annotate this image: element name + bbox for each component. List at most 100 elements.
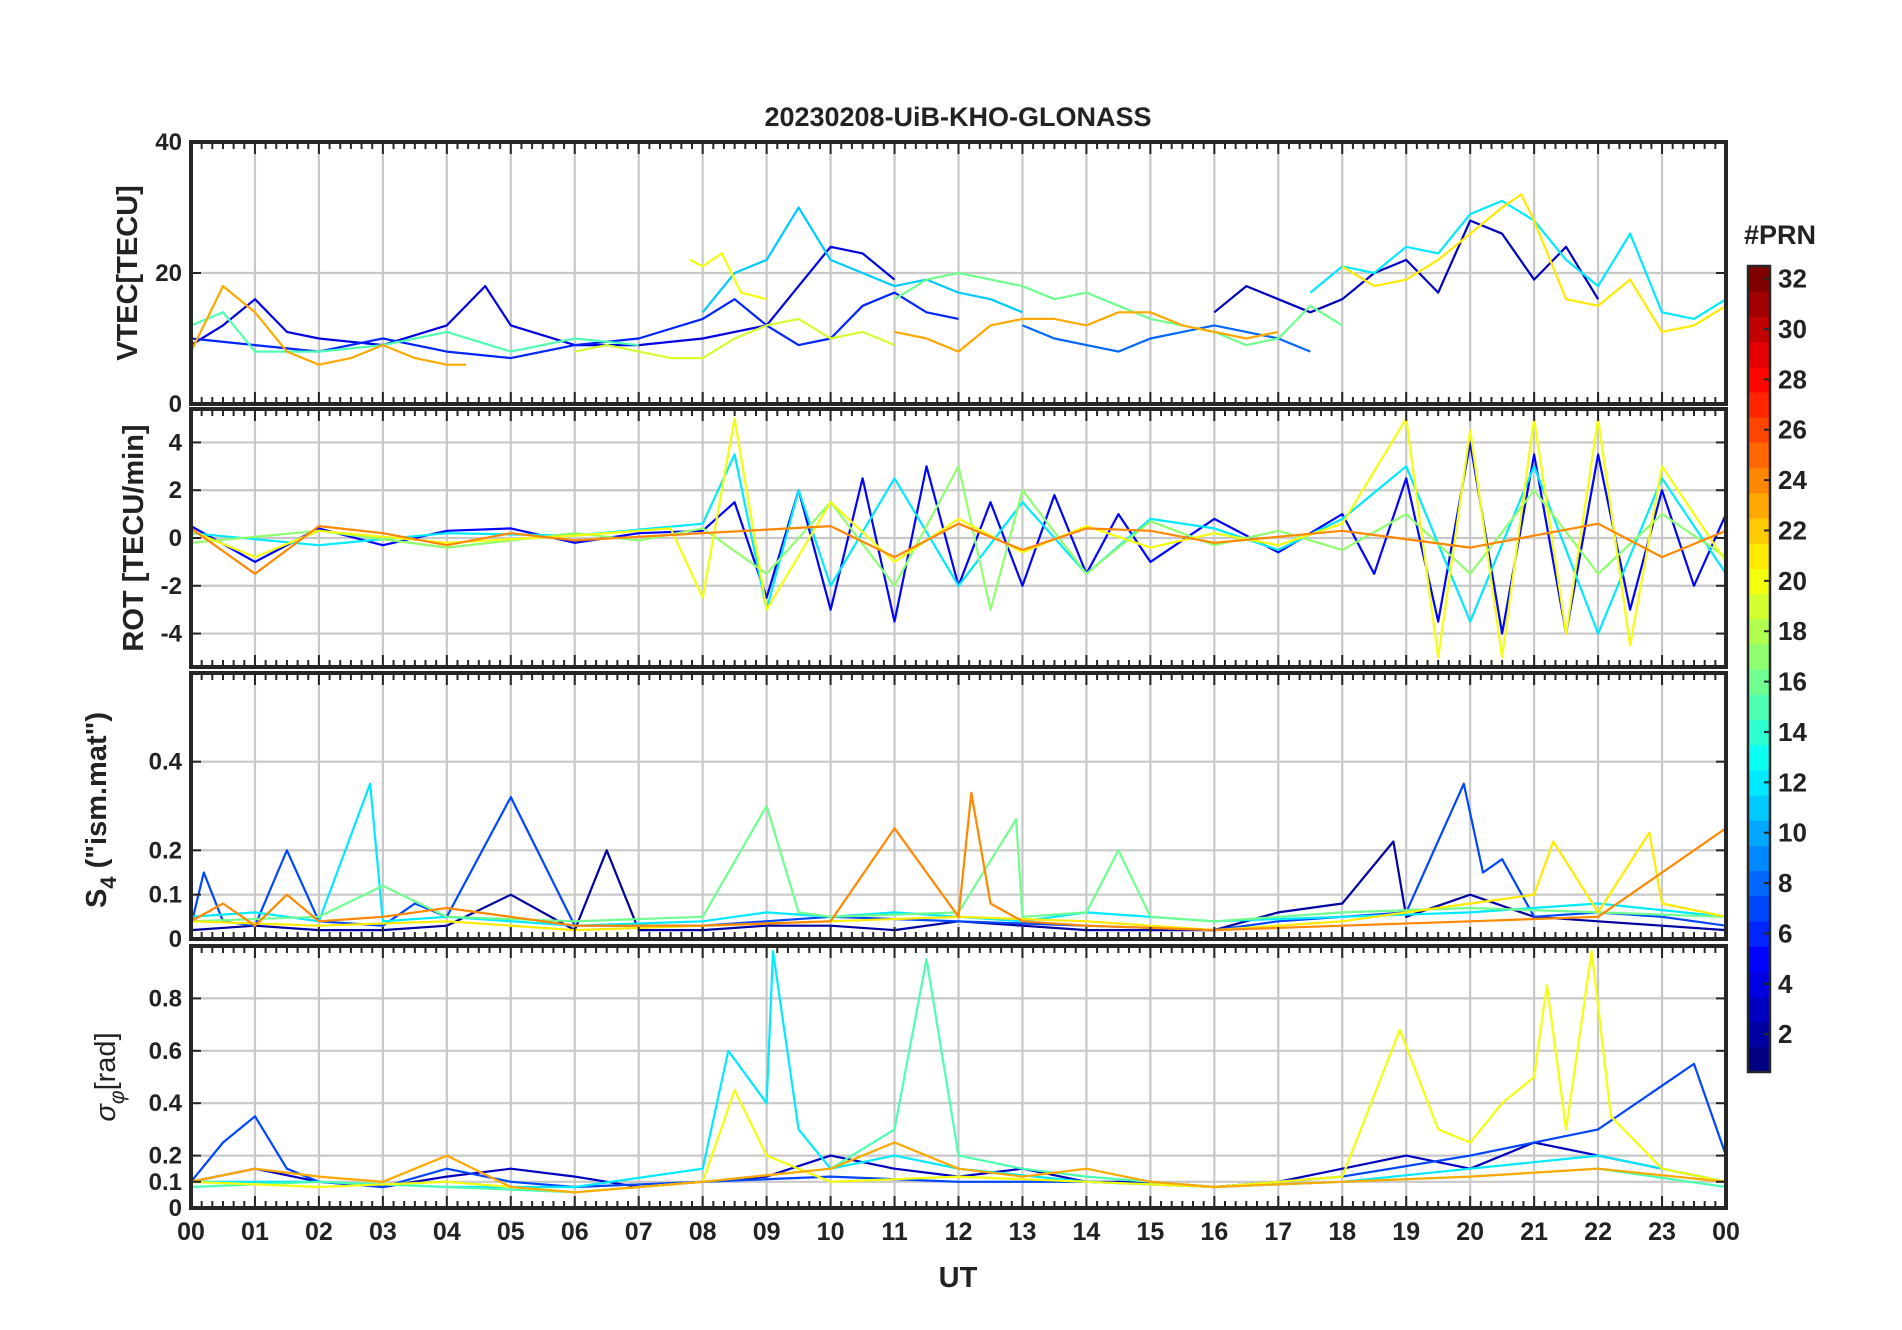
colorbar-segment	[1748, 618, 1770, 645]
rot-series	[191, 417, 1726, 659]
x-tick-label: 09	[753, 1218, 781, 1246]
phase-ytick-label: 0.4	[149, 1090, 183, 1117]
x-tick-label: 21	[1520, 1218, 1548, 1246]
phase-panel: 00.10.2 0.4 0.6 0.8 σφ[rad]	[90, 944, 1728, 1222]
colorbar-segment	[1748, 744, 1770, 771]
colorbar-tick-label: 20	[1778, 566, 1807, 596]
rot-series-prn-20	[191, 417, 1726, 659]
prn-colorbar	[1746, 264, 1772, 1074]
x-tick-label: 02	[305, 1218, 333, 1246]
vtec-series-prn-12	[1309, 199, 1726, 320]
vtec-axes-frame	[189, 140, 1728, 406]
x-tick-label: 05	[497, 1218, 525, 1246]
colorbar-title: #PRN	[1744, 220, 1816, 250]
x-tick-label: 01	[241, 1218, 269, 1246]
colorbar-segment	[1748, 643, 1770, 670]
colorbar-segment	[1748, 820, 1770, 846]
colorbar-segment	[1748, 971, 1770, 998]
x-tick-label: 14	[1073, 1218, 1101, 1246]
colorbar-segment	[1748, 291, 1770, 317]
vtec-series-prn-8	[1022, 324, 1311, 353]
colorbar-segment	[1748, 543, 1770, 569]
rot-ytick-label: 4	[169, 429, 183, 456]
colorbar-segment	[1748, 568, 1770, 595]
colorbar-tick-label: 24	[1778, 465, 1807, 495]
colorbar-segment	[1748, 316, 1770, 343]
x-tick-label: 06	[561, 1218, 589, 1246]
colorbar-tick-label: 22	[1778, 515, 1807, 545]
s4-ytick-label: 0.2	[149, 837, 182, 864]
x-tick-label: 00	[1712, 1218, 1740, 1246]
phase-ylabel: σφ[rad]	[90, 1032, 129, 1121]
colorbar-segment	[1748, 719, 1770, 746]
phase-ticks: 00.10.2 0.4 0.6 0.8	[149, 946, 1726, 1222]
s4-ytick-label: 0	[169, 926, 182, 953]
colorbar-segment	[1748, 417, 1770, 443]
colorbar-segment	[1748, 467, 1770, 494]
colorbar-tick-label: 8	[1778, 868, 1792, 898]
vtec-series-prn-6	[191, 291, 959, 360]
x-tick-label: 20	[1456, 1218, 1484, 1246]
x-tick-label: 19	[1392, 1218, 1420, 1246]
x-tick-label: 11	[881, 1218, 908, 1246]
x-axis-label: UT	[939, 1262, 978, 1294]
s4-ylabel-main: S	[81, 889, 113, 908]
rot-panel: -4 -2 0 2 4 ROT [TECU/min]	[118, 407, 1728, 669]
s4-axes-frame	[189, 671, 1728, 941]
s4-ylabel: S4 ("ism.mat")	[81, 712, 121, 908]
vtec-grid	[191, 142, 1726, 404]
s4-ylabel-sub: 4	[96, 876, 121, 889]
x-tick-label: 17	[1264, 1218, 1292, 1246]
colorbar-segment	[1748, 517, 1770, 544]
colorbar-tick-label: 18	[1778, 616, 1807, 646]
vtec-ytick-label: 0	[169, 391, 182, 418]
x-tick-label: 08	[689, 1218, 717, 1246]
colorbar-segment	[1748, 492, 1770, 519]
s4-series-prn-16	[191, 804, 1726, 923]
vtec-series-prn-21	[1341, 193, 1726, 333]
x-tick-label: 10	[817, 1218, 845, 1246]
rot-series-prn-5	[191, 441, 1726, 635]
vtec-ylabel: VTEC[TECU]	[112, 185, 144, 361]
x-tick-label: 15	[1136, 1218, 1164, 1246]
colorbar-segment	[1748, 794, 1770, 821]
colorbar-segment	[1748, 769, 1770, 796]
phase-series	[191, 950, 1726, 1194]
colorbar-frame	[1746, 264, 1772, 1074]
colorbar-tick-label: 32	[1778, 264, 1807, 294]
vtec-series-prn-23	[191, 285, 466, 366]
rot-grid	[191, 409, 1726, 667]
colorbar-segment	[1748, 1046, 1770, 1073]
phase-series-prn-23	[191, 1141, 1726, 1194]
phase-ytick-label: 0.6	[149, 1038, 182, 1065]
colorbar-segment	[1748, 669, 1770, 695]
phase-ylabel-main: σ	[90, 1103, 122, 1122]
colorbar-tick-label: 4	[1778, 969, 1793, 999]
colorbar-segment	[1748, 694, 1770, 720]
vtec-panel: 0 20 40 VTEC[TECU]	[112, 129, 1728, 418]
s4-ytick-label: 0.4	[149, 749, 183, 776]
s4-series-prn-21	[191, 831, 1726, 932]
colorbar-tick-label: 2	[1778, 1019, 1792, 1049]
colorbar-tick-label: 16	[1778, 667, 1807, 697]
vtec-series-prn-19	[574, 317, 895, 360]
chart-title: 20230208-UiB-KHO-GLONASS	[764, 102, 1151, 132]
colorbar-segment	[1748, 442, 1770, 469]
colorbar-segment	[1748, 920, 1770, 947]
phase-axes-frame	[189, 944, 1728, 1210]
rot-series-prn-12	[191, 453, 1726, 635]
colorbar-segment	[1748, 366, 1770, 393]
phase-ytick-label: 0	[169, 1195, 182, 1222]
x-tick-label: 16	[1200, 1218, 1228, 1246]
colorbar-segment	[1748, 266, 1770, 292]
colorbar-segment	[1748, 895, 1770, 922]
phase-ylabel-rest: [rad]	[90, 1032, 122, 1090]
x-tick-label: 00	[177, 1218, 205, 1246]
vtec-series	[191, 193, 1726, 366]
colorbar-tick-label: 28	[1778, 364, 1807, 394]
x-tick-label: 04	[433, 1218, 461, 1246]
x-tick-label: 22	[1584, 1218, 1612, 1246]
x-tick-labels: 00 01 02 03 04 05 06 07 08 09 10 11 12 13 14 15 16 17 18 19…	[177, 1218, 1740, 1246]
